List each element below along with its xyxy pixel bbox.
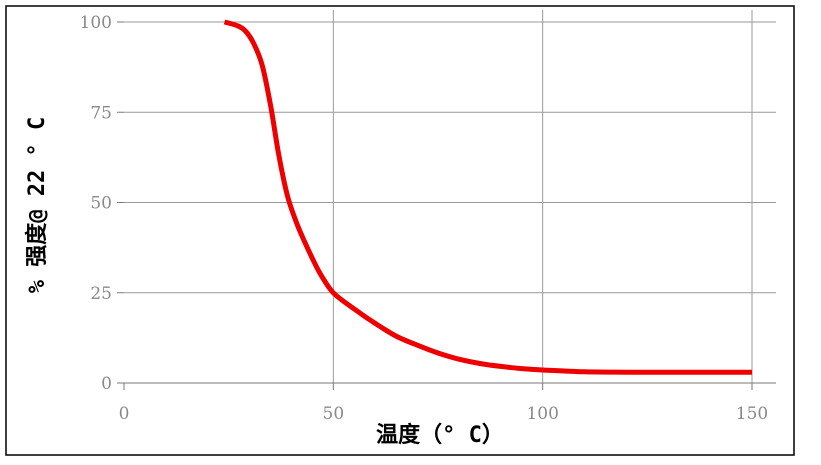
chart-frame [5, 5, 795, 456]
y-axis-title: % 强度@ 22 ° C [24, 117, 50, 293]
x-axis-title: 温度（° C） [376, 422, 504, 448]
x-tick-label: 100 [526, 404, 558, 424]
series-line [223, 19, 752, 375]
grid [117, 10, 776, 390]
y-tick-label: 50 [90, 194, 112, 214]
x-tick-label: 150 [736, 404, 768, 424]
y-tick-label: 75 [90, 103, 112, 123]
x-tick-label: 0 [119, 404, 130, 424]
y-tick-label: 100 [80, 13, 112, 33]
y-tick-label: 25 [90, 284, 112, 304]
x-tick-label: 50 [323, 404, 345, 424]
y-tick-label: 0 [101, 374, 112, 394]
tick-labels: 0 25 50 75 100 0 50 100 150 [80, 13, 769, 424]
